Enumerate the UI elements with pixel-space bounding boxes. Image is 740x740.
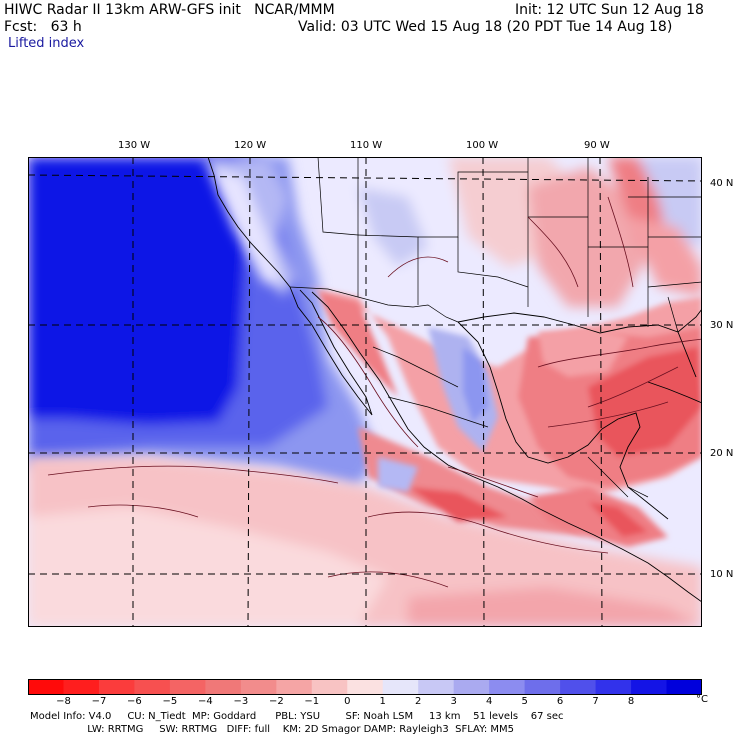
colorbar-tick-label: 2 (415, 696, 422, 707)
colorbar-tick-label: 1 (379, 696, 386, 707)
colorbar-swatch (98, 679, 135, 695)
lon-label-110w: 110 W (350, 140, 383, 151)
lat-label-10n: 10 N (710, 569, 734, 580)
mexican-plateau-stable (428, 327, 498, 452)
colorbar-swatch (134, 679, 171, 695)
colorbar-tick-label: 0 (344, 696, 351, 707)
political-borders (289, 157, 702, 498)
colorbar-swatch (382, 679, 419, 695)
colorbar-swatch (276, 679, 313, 695)
colorbar-swatch (453, 679, 490, 695)
valid-time: Valid: 03 UTC Wed 15 Aug 18 (20 PDT Tue … (298, 19, 673, 35)
colorbar-tick-label: −5 (162, 696, 178, 707)
central-america-region (528, 487, 668, 547)
lat-label-40n: 40 N (710, 178, 734, 189)
colorbar-unit: °C (696, 694, 708, 705)
colorbar-tick-label: 4 (485, 696, 493, 707)
colorbar-swatch (205, 679, 242, 695)
lon-label-90w: 90 W (584, 140, 610, 151)
tropical-pacific-band (28, 457, 702, 627)
model-info-line2: LW: RRTMG SW: RRTMG DIFF: full KM: 2D Sm… (30, 724, 515, 735)
coastal-stable-patch (378, 457, 418, 492)
colorbar-swatch (240, 679, 277, 695)
colorbar-swatch (595, 679, 632, 695)
lat-lon-grid (28, 157, 702, 627)
colorbar-tick-label: 6 (556, 696, 564, 707)
colorbar (28, 679, 702, 695)
map-frame (28, 157, 702, 627)
model-title: HIWC Radar II 13km ARW-GFS init NCAR/MMM (4, 2, 335, 18)
colorbar-swatch (169, 679, 206, 695)
lon-label-130w: 130 W (118, 140, 151, 151)
colorbar-swatch (560, 679, 597, 695)
colorbar-swatch (666, 679, 702, 695)
init-time: Init: 12 UTC Sun 12 Aug 18 (515, 2, 704, 18)
colorbar-swatch (418, 679, 455, 695)
forecast-hour: Fcst: 63 h (4, 19, 82, 35)
colorbar-swatch (28, 679, 64, 695)
colorbar-swatch (489, 679, 526, 695)
lat-label-30n: 30 N (710, 320, 734, 331)
colorbar-swatch (311, 679, 348, 695)
field-name: Lifted index (8, 36, 85, 51)
colorbar-tick-label: 7 (592, 696, 599, 707)
colorbar-tick-label: −3 (233, 696, 249, 707)
lon-label-100w: 100 W (466, 140, 499, 151)
lifted-index-map (28, 157, 702, 627)
colorbar-tick-label: 3 (450, 696, 457, 707)
colorbar-tick-label: −7 (91, 696, 107, 707)
lat-label-20n: 20 N (710, 448, 734, 459)
colorbar-swatch (631, 679, 668, 695)
coastlines (207, 157, 702, 603)
colorbar-tick-label: −1 (304, 696, 320, 707)
colorbar-tick-label: 5 (521, 696, 528, 707)
colorbar-frame (28, 679, 702, 695)
colorbar-swatch (524, 679, 561, 695)
colorbar-swatch (347, 679, 384, 695)
colorbar-tick-label: −2 (268, 696, 284, 707)
colorbar-tick-label: −8 (56, 696, 71, 707)
colorbar-tick-label: −4 (197, 696, 213, 707)
lon-label-120w: 120 W (234, 140, 267, 151)
li-contours (47, 196, 702, 588)
colorbar-tick-label: 8 (627, 696, 635, 707)
model-info-line1: Model Info: V4.0 CU: N_Tiedt MP: Goddard… (30, 711, 564, 722)
colorbar-tick-label: −6 (127, 696, 142, 707)
colorbar-swatch (63, 679, 100, 695)
gulf-of-mexico-area (538, 327, 628, 377)
